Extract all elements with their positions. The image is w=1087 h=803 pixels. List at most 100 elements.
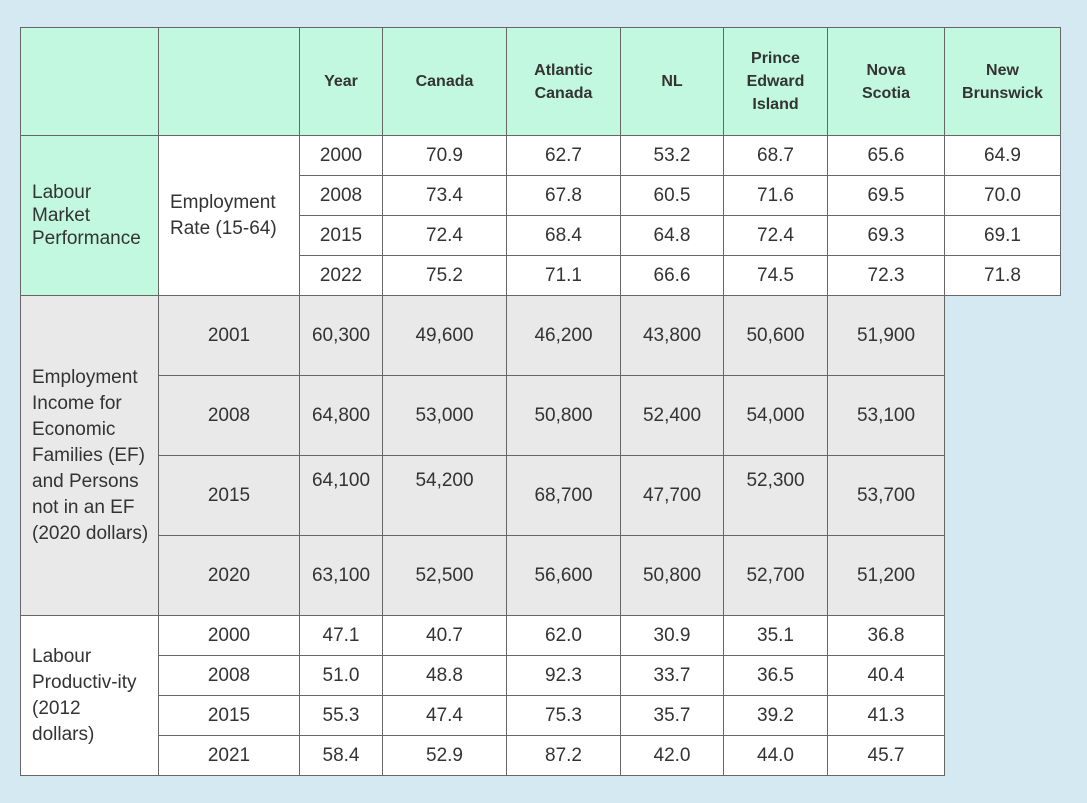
value-cell: 71.8: [944, 255, 1061, 296]
value-cell: 58.4: [299, 735, 383, 776]
value-cell: 87.2: [506, 735, 621, 776]
table-row: 2008 64,800 53,000 50,800 52,400 54,000 …: [21, 375, 1061, 456]
value-cell: 66.6: [620, 255, 724, 296]
value-cell: 39.2: [723, 695, 828, 736]
value-cell: 40.7: [382, 615, 507, 656]
value-cell: 72.4: [382, 215, 507, 256]
value-cell: 68,700: [506, 455, 621, 536]
value-cell: 36.5: [723, 655, 828, 696]
value-cell: 52,500: [382, 535, 507, 616]
year-cell: 2000: [299, 135, 383, 176]
value-cell: 72.4: [723, 215, 828, 256]
value-cell: 36.8: [827, 615, 945, 656]
year-cell: 2001: [158, 295, 300, 376]
value-cell: 56,600: [506, 535, 621, 616]
metric-label: Employment Rate (15-64): [158, 135, 300, 296]
year-cell: 2000: [158, 615, 300, 656]
value-cell: 60.5: [620, 175, 724, 216]
table-row: 2015 72.4 68.4 64.8 72.4 69.3 69.1: [21, 215, 1061, 256]
value-cell: 50,800: [506, 375, 621, 456]
value-cell: 53.2: [620, 135, 724, 176]
value-cell: 52,400: [620, 375, 724, 456]
metric-label-text: Labour Productiv-ity (2012 dollars): [32, 645, 137, 745]
value-cell: 47.1: [299, 615, 383, 656]
value-cell: 62.0: [506, 615, 621, 656]
value-cell: 69.3: [827, 215, 945, 256]
value-cell: 44.0: [723, 735, 828, 776]
table-row: 2008 51.0 48.8 92.3 33.7 36.5 40.4: [21, 655, 1061, 696]
value-cell: 62.7: [506, 135, 621, 176]
value-cell: 64,800: [299, 375, 383, 456]
value-cell: 55.3: [299, 695, 383, 736]
value-cell: 47,700: [620, 455, 724, 536]
header-category: [20, 27, 159, 136]
table-row: 2015 55.3 47.4 75.3 35.7 39.2 41.3: [21, 695, 1061, 736]
table-row: 2015 64,100 54,200 68,700 47,700 52,300 …: [21, 455, 1061, 536]
year-cell: 2008: [158, 655, 300, 696]
value-cell: 68.4: [506, 215, 621, 256]
header-row: Year Canada Atlantic Canada NL Prince Ed…: [20, 27, 1061, 136]
value-cell: 53,000: [382, 375, 507, 456]
year-cell: 2008: [158, 375, 300, 456]
value-cell: 33.7: [620, 655, 724, 696]
year-cell: 2020: [158, 535, 300, 616]
value-cell: 63,100: [299, 535, 383, 616]
header-canada: Canada: [382, 27, 507, 136]
value-cell: 48.8: [382, 655, 507, 696]
value-cell: 52.9: [382, 735, 507, 776]
table-row: 2020 63,100 52,500 56,600 50,800 52,700 …: [21, 535, 1061, 616]
year-cell: 2008: [299, 175, 383, 216]
value-cell: 41.3: [827, 695, 945, 736]
value-cell: 50,600: [723, 295, 828, 376]
value-cell: 68.7: [723, 135, 828, 176]
year-cell: 2015: [158, 695, 300, 736]
value-cell: 64,100: [299, 455, 383, 536]
value-cell: 35.1: [723, 615, 828, 656]
metric-label: Employment Income for Economic Families …: [20, 295, 159, 616]
value-cell: 75.3: [506, 695, 621, 736]
header-prince-edward-island: Prince Edward Island: [723, 27, 828, 136]
group-employment-income: Employment Income for Economic Families …: [20, 295, 1061, 616]
value-cell: 60,300: [299, 295, 383, 376]
value-cell: 53,100: [827, 375, 945, 456]
table-row: Labour Productiv-ity (2012 dollars) 2000…: [20, 615, 1061, 776]
value-cell: 64.8: [620, 215, 724, 256]
year-cell: 2015: [299, 215, 383, 256]
header-atlantic-canada: Atlantic Canada: [506, 27, 621, 136]
value-cell: 69.5: [827, 175, 945, 216]
header-year: Year: [299, 27, 383, 136]
value-cell: 51,200: [827, 535, 945, 616]
value-cell: 50,800: [620, 535, 724, 616]
value-cell: 42.0: [620, 735, 724, 776]
header-metric: [158, 27, 300, 136]
year-cell: 2021: [158, 735, 300, 776]
header-new-brunswick: New Brunswick: [944, 27, 1061, 136]
value-cell: 75.2: [382, 255, 507, 296]
value-cell: 30.9: [620, 615, 724, 656]
metric-label: Labour Productiv-ity (2012 dollars): [20, 615, 159, 776]
header-nl: NL: [620, 27, 724, 136]
group-employment-rate: Labour Market Performance Employment Rat…: [20, 135, 1061, 296]
table-row: 2022 75.2 71.1 66.6 74.5 72.3 71.8: [21, 255, 1061, 296]
value-cell: 71.6: [723, 175, 828, 216]
value-cell: 47.4: [382, 695, 507, 736]
value-cell: 53,700: [827, 455, 945, 536]
category-label: Labour Market Performance: [20, 135, 159, 296]
value-cell: 35.7: [620, 695, 724, 736]
table-row: Employment Income for Economic Families …: [20, 295, 1061, 616]
header-nova-scotia: Nova Scotia: [827, 27, 945, 136]
metric-label-text: Employment Rate (15-64): [170, 191, 277, 239]
value-cell: 71.1: [506, 255, 621, 296]
year-cell: 2022: [299, 255, 383, 296]
value-cell: 40.4: [827, 655, 945, 696]
value-cell: 51,900: [827, 295, 945, 376]
value-cell: 67.8: [506, 175, 621, 216]
labour-market-table: Year Canada Atlantic Canada NL Prince Ed…: [20, 27, 1061, 776]
value-cell: 54,000: [723, 375, 828, 456]
value-cell: 51.0: [299, 655, 383, 696]
table-row: 2008 73.4 67.8 60.5 71.6 69.5 70.0: [21, 175, 1061, 216]
value-cell: 43,800: [620, 295, 724, 376]
metric-label-text: Employment Income for Economic Families …: [32, 366, 149, 544]
year-cell: 2015: [158, 455, 300, 536]
group-labour-productivity: Labour Productiv-ity (2012 dollars) 2000…: [20, 615, 1061, 776]
